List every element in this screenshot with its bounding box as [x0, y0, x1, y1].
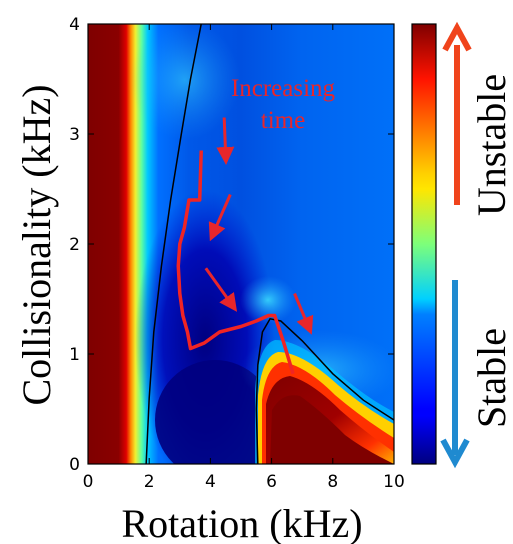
x-tick-label: 4 — [205, 472, 216, 492]
time-arrow — [204, 267, 238, 312]
colorbar-label-unstable: Unstable — [469, 74, 513, 216]
annotation-line-1: Increasing — [231, 75, 336, 102]
time-arrow — [216, 117, 235, 165]
time-arrow — [208, 193, 232, 242]
y-tick-label: 4 — [69, 15, 80, 35]
x-tick-label: 8 — [327, 472, 338, 492]
x-axis-label: Rotation (kHz) — [121, 501, 362, 544]
colorbar — [411, 23, 437, 465]
x-axis-ticks: 0 2 4 6 8 10 — [83, 24, 405, 492]
time-arrows — [204, 117, 314, 335]
annotation-line-2: time — [261, 107, 305, 134]
y-axis-ticks: 0 1 2 3 4 — [69, 15, 394, 475]
y-tick-label: 3 — [69, 125, 80, 145]
time-arrow — [293, 292, 314, 335]
y-tick-label: 0 — [69, 455, 80, 475]
contour-line — [145, 24, 202, 464]
stable-arrow — [440, 280, 470, 469]
colorbar-label-stable: Stable — [469, 328, 513, 428]
heatmap — [88, 24, 394, 464]
x-tick-label: 6 — [266, 472, 277, 492]
y-tick-label: 2 — [69, 235, 80, 255]
trajectory-line — [176, 150, 295, 375]
x-tick-label: 10 — [383, 472, 405, 492]
x-tick-label: 2 — [144, 472, 155, 492]
y-tick-label: 1 — [69, 345, 80, 365]
unstable-arrow — [442, 21, 472, 205]
x-tick-label: 0 — [83, 472, 94, 492]
y-axis-label: Collisionality (kHz) — [14, 84, 59, 405]
